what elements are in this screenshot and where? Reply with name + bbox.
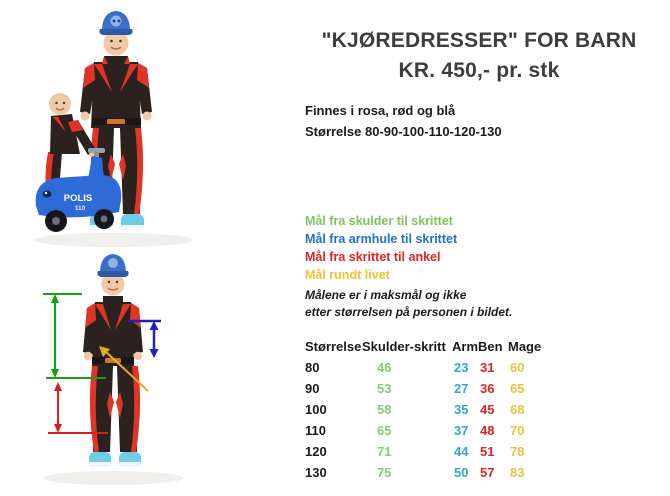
title-block: "KJØREDRESSER" FOR BARN KR. 450,- pr. st… — [305, 26, 653, 86]
legend-waist: Mål rundt livet — [305, 268, 390, 282]
table-row: 120 71 44 51 78 — [305, 444, 525, 459]
blue-cap — [97, 254, 129, 277]
armpit-to-crotch-arrow — [128, 319, 161, 358]
photo-measurement-guide — [18, 250, 203, 496]
table-row: 130 75 50 57 83 — [305, 465, 525, 480]
page-title: "KJØREDRESSER" FOR BARN — [321, 29, 637, 52]
size-table: Størrelse Skulder-skritt Arm Ben Mage 80… — [305, 336, 653, 483]
standing-child-figure — [80, 11, 152, 230]
note-line-1: Målene er i maksmål og ikke — [305, 288, 467, 302]
crotch-to-ankle-arrow — [48, 382, 108, 434]
sneakers — [89, 452, 141, 467]
col-header-shoulder-crotch: Skulder-skritt — [362, 339, 446, 354]
note-line-2: etter størrelsen på personen i bildet. — [305, 305, 513, 319]
legend-armpit-crotch: Mål fra armhule til skrittet — [305, 232, 458, 246]
price-line: KR. 450,- pr. stk — [398, 59, 560, 82]
ground-shadow — [33, 233, 193, 247]
shoulder-to-crotch-arrow — [43, 293, 106, 379]
legend-shoulder-crotch: Mål fra skulder til skrittet — [305, 214, 453, 228]
col-header-leg: Ben — [478, 339, 503, 354]
table-row: 110 65 37 48 70 — [305, 423, 525, 438]
col-header-belly: Mage — [508, 339, 542, 354]
belt — [92, 118, 141, 125]
waist-arrow — [99, 346, 149, 392]
measured-child-figure — [83, 254, 143, 467]
table-row: 100 58 35 45 68 — [305, 402, 525, 417]
table-row: 80 46 23 31 60 — [305, 360, 525, 375]
col-header-size: Størrelse — [305, 339, 362, 354]
car-polis-text: POLIS — [64, 193, 93, 204]
toy-police-car: POLIS 110 — [35, 148, 122, 232]
blue-cap — [99, 11, 133, 35]
children-illustration: POLIS 110 — [33, 11, 193, 247]
sizes-text: Størrelse 80-90-100-110-120-130 — [305, 124, 502, 139]
measurement-legend: Mål fra skulder til skrittet Mål fra arm… — [305, 212, 653, 284]
measurement-note: Målene er i maksmål og ikke etter større… — [305, 287, 653, 321]
legend-crotch-ankle: Mål fra skrittet til ankel — [305, 250, 441, 264]
measurement-illustration — [43, 254, 183, 485]
size-table-header: Størrelse Skulder-skritt Arm Ben Mage — [305, 336, 653, 357]
intro-block: Finnes i rosa, rød og blå Størrelse 80-9… — [305, 100, 653, 142]
table-row: 90 53 27 36 65 — [305, 381, 525, 396]
ground-shadow — [43, 471, 183, 485]
availability-text: Finnes i rosa, rød og blå — [305, 103, 456, 118]
photo-children-with-toy-car: POLIS 110 — [8, 4, 213, 250]
child-face — [103, 30, 129, 56]
car-number-text: 110 — [75, 205, 86, 212]
col-header-arm: Arm — [452, 339, 479, 354]
info-column: "KJØREDRESSER" FOR BARN KR. 450,- pr. st… — [305, 0, 653, 483]
